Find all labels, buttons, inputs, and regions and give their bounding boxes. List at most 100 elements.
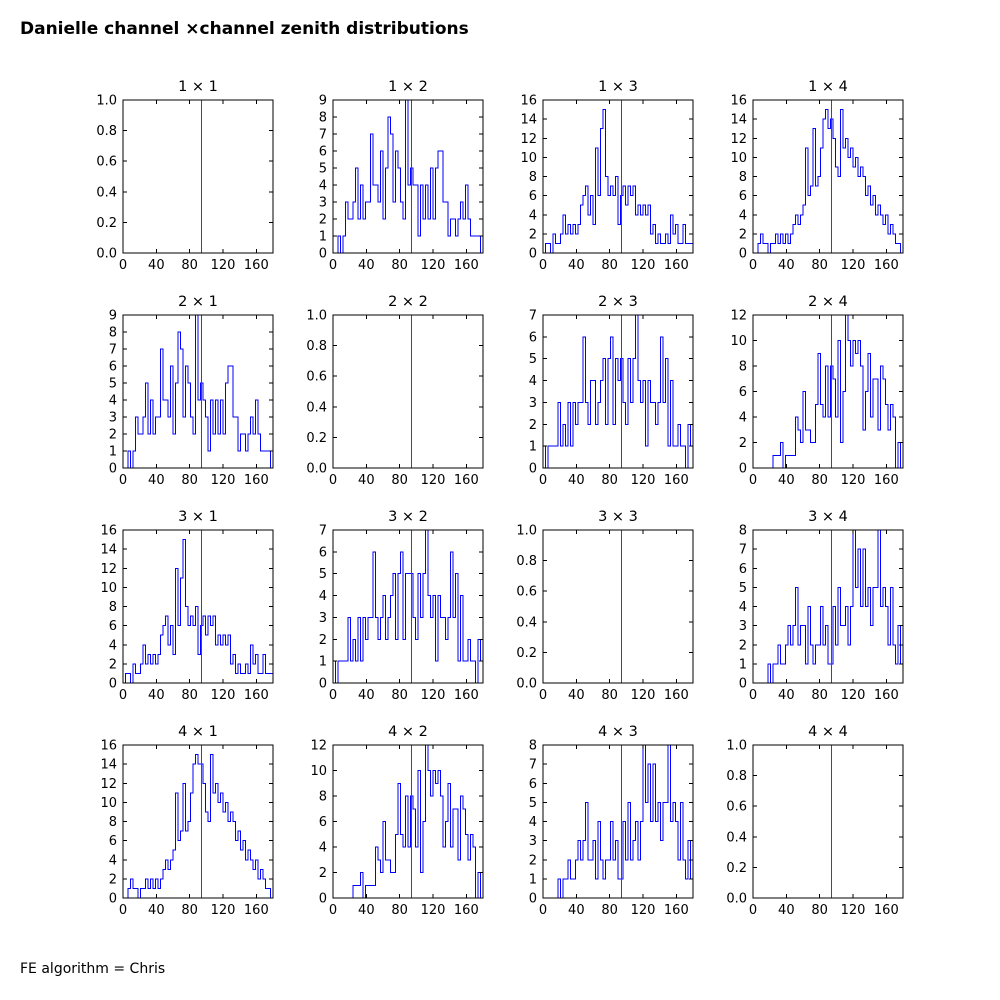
subplot-4x1: 4 × 1 0 40 80 120 160 0 2 4 6 8 10 12 14 16 (78, 720, 288, 920)
axes-frame (752, 99, 904, 254)
subplot-3x4: 3 × 4 0 40 80 120 160 0 1 2 3 4 5 6 7 8 (708, 505, 918, 705)
x-tick-label: 40 (148, 258, 165, 273)
histogram-steps (123, 539, 274, 684)
x-tick-label: 80 (181, 688, 198, 703)
subplot-title: 2 × 3 (598, 294, 638, 310)
y-tick-label: 1 (529, 440, 537, 455)
x-tick-label: 0 (329, 473, 337, 488)
y-tick-label: 6 (529, 189, 537, 204)
y-tick-label: 16 (100, 739, 117, 754)
subplot-title: 3 × 3 (598, 509, 638, 525)
axes-frame (332, 314, 484, 469)
x-tick-label: 120 (631, 688, 656, 703)
y-tick-label: 0.4 (516, 615, 537, 630)
x-tick-label: 80 (811, 473, 828, 488)
y-tick-label: 0.4 (96, 185, 117, 200)
axes-frame (122, 744, 274, 899)
y-tick-label: 6 (109, 619, 117, 634)
subplot-3x1: 3 × 1 0 40 80 120 160 0 2 4 6 8 10 12 14 16 (78, 505, 288, 705)
y-tick-label: 0 (739, 677, 747, 692)
x-tick-label: 120 (211, 688, 236, 703)
histogram-steps (333, 744, 483, 899)
y-tick-label: 8 (739, 524, 747, 539)
axes-frame (542, 314, 694, 469)
subplot-canvas: 1 × 3 0 40 80 120 160 0 2 4 6 8 10 12 14 16 (520, 79, 694, 273)
y-tick-label: 5 (319, 567, 327, 582)
histogram-steps (332, 529, 484, 684)
y-tick-label: 2 (739, 227, 747, 242)
x-tick-label: 40 (568, 903, 585, 918)
subplot-canvas: 2 × 3 0 40 80 120 160 0 1 2 3 4 5 6 7 (529, 294, 694, 488)
y-tick-label: 5 (739, 581, 747, 596)
x-tick-label: 120 (631, 473, 656, 488)
histogram-steps (123, 314, 273, 469)
y-tick-label: 3 (739, 619, 747, 634)
y-tick-label: 14 (100, 543, 117, 558)
y-tick-label: 10 (730, 151, 747, 166)
y-tick-label: 2 (319, 866, 327, 881)
y-tick-label: 8 (109, 600, 117, 615)
x-tick-label: 80 (601, 258, 618, 273)
x-tick-label: 160 (874, 258, 899, 273)
x-tick-label: 160 (454, 473, 479, 488)
x-tick-label: 40 (778, 688, 795, 703)
y-tick-label: 10 (310, 764, 327, 779)
subplot-title: 3 × 2 (388, 509, 428, 525)
subplot-1x1: 1 × 1 0 40 80 120 160 0.0 0.2 0.4 0.6 0.8 1.0 (78, 75, 288, 275)
subplot-canvas: 3 × 3 0 40 80 120 160 0.0 0.2 0.4 0.6 0.8 1.0 (516, 509, 694, 703)
y-tick-label: 6 (319, 815, 327, 830)
y-tick-label: 16 (520, 94, 537, 109)
x-tick-label: 80 (601, 473, 618, 488)
y-tick-label: 6 (529, 330, 537, 345)
y-tick-label: 8 (739, 360, 747, 375)
y-tick-label: 0 (529, 462, 537, 477)
y-tick-label: 1 (319, 230, 327, 245)
y-tick-label: 4 (319, 589, 327, 604)
axes-frame (752, 529, 904, 684)
y-tick-label: 0.8 (96, 124, 117, 139)
x-tick-label: 160 (874, 903, 899, 918)
y-tick-label: 8 (529, 170, 537, 185)
axes-frame (542, 744, 694, 899)
subplot-2x1: 2 × 1 0 40 80 120 160 0 1 2 3 4 5 6 7 8 9 (78, 290, 288, 490)
subplot-canvas: 3 × 2 0 40 80 120 160 0 1 2 3 4 5 6 7 (319, 509, 484, 703)
x-tick-label: 120 (841, 688, 866, 703)
y-tick-label: 0 (739, 247, 747, 262)
axis-ticks (542, 529, 693, 684)
subplot-title: 4 × 1 (178, 724, 218, 740)
axis-ticks (122, 99, 273, 254)
y-tick-label: 7 (529, 309, 537, 324)
y-tick-label: 4 (529, 815, 537, 830)
y-tick-label: 0 (109, 677, 117, 692)
x-tick-label: 120 (841, 903, 866, 918)
y-tick-label: 3 (529, 834, 537, 849)
subplot-1x3: 1 × 3 0 40 80 120 160 0 2 4 6 8 10 12 14 16 (498, 75, 708, 275)
x-tick-label: 160 (454, 903, 479, 918)
x-tick-label: 40 (568, 473, 585, 488)
x-tick-label: 160 (664, 688, 689, 703)
y-tick-label: 12 (100, 777, 117, 792)
histogram-steps (543, 744, 694, 899)
y-tick-label: 1.0 (516, 524, 537, 539)
x-tick-label: 120 (631, 258, 656, 273)
y-tick-label: 4 (319, 841, 327, 856)
x-tick-label: 160 (874, 688, 899, 703)
subplot-canvas: 2 × 2 0 40 80 120 160 0.0 0.2 0.4 0.6 0.8 1.0 (306, 294, 484, 488)
y-tick-label: 4 (739, 208, 747, 223)
axes-frame (332, 99, 484, 254)
axes-frame (332, 744, 484, 899)
x-tick-label: 120 (841, 473, 866, 488)
histogram-steps (123, 754, 273, 899)
x-tick-label: 80 (391, 258, 408, 273)
y-tick-label: 5 (109, 377, 117, 392)
histogram-steps (333, 99, 483, 254)
subplot-canvas: 4 × 1 0 40 80 120 160 0 2 4 6 8 10 12 14 16 (100, 724, 274, 918)
y-tick-label: 0.8 (726, 769, 747, 784)
y-tick-label: 6 (529, 777, 537, 792)
y-tick-label: 10 (100, 581, 117, 596)
y-tick-label: 6 (739, 562, 747, 577)
x-tick-label: 40 (778, 473, 795, 488)
y-tick-label: 0.6 (516, 585, 537, 600)
